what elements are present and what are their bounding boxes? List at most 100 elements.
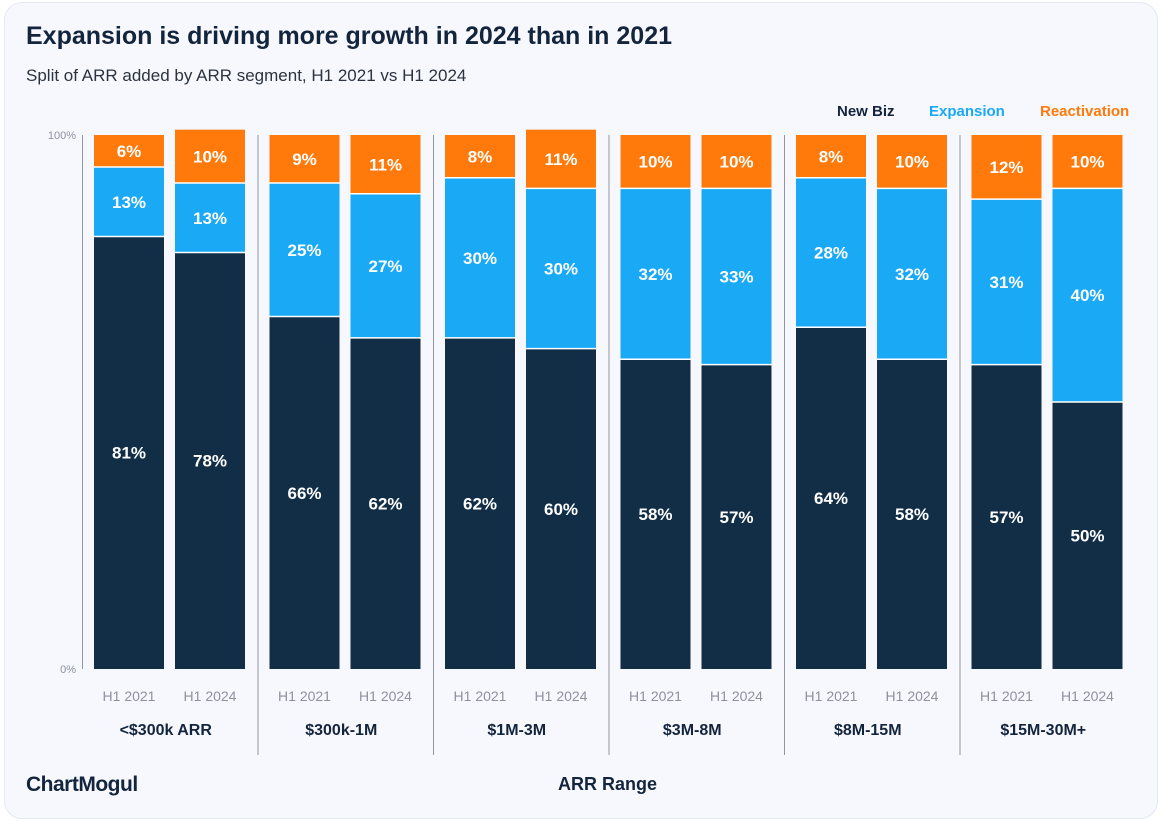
bar-period-label: H1 2024 [535,688,588,704]
data-label: 32% [895,265,929,284]
bar-segment-expansion [971,199,1042,365]
data-label: 50% [1070,527,1104,546]
bar-segment-expansion [94,167,164,237]
bar-segment-expansion [701,188,772,365]
bar-period-label: H1 2021 [980,688,1033,704]
data-label: 10% [895,153,929,172]
bar-period-label: H1 2021 [629,688,682,704]
bar-segment-reactivation [971,135,1042,200]
data-label: 78% [193,452,227,471]
data-label: 10% [1070,153,1104,172]
data-label: 57% [719,508,753,527]
bar-period-label: H1 2024 [710,688,763,704]
data-label: 27% [368,257,402,276]
y-tick-label: 0% [60,664,76,676]
data-label: 60% [544,500,578,519]
data-label: 62% [368,494,402,513]
data-label: 25% [287,241,321,260]
bar-period-label: H1 2024 [886,688,939,704]
bar-segment-expansion [350,193,421,338]
bar-segment-expansion [445,177,515,338]
group-label: <$300k ARR [120,722,213,739]
data-label: 64% [814,489,848,508]
chartmogul-logo: ChartMogul [26,773,138,796]
bar-segment-expansion [1052,188,1123,402]
data-label: 28% [814,243,848,262]
group-label: $1M-3M [487,722,546,739]
chart-subtitle: Split of ARR added by ARR segment, H1 20… [26,66,467,85]
bar-segment-new-biz [701,364,772,669]
chart-title: Expansion is driving more growth in 2024… [26,22,672,50]
bar-segment-expansion [175,183,245,253]
data-label: 8% [819,147,844,166]
data-label: 58% [895,505,929,524]
data-label: 10% [638,153,672,172]
bar-segment-reactivation [350,135,421,194]
data-label: 11% [369,155,402,174]
bar-segment-reactivation [620,135,691,189]
bar-segment-new-biz [350,337,421,669]
bar-period-label: H1 2021 [278,688,331,704]
data-label: 13% [193,209,227,228]
bar-segment-expansion [796,177,866,328]
bar-segment-reactivation [1052,135,1123,189]
data-label: 57% [989,508,1023,527]
data-label: 30% [463,249,497,268]
data-label: 10% [193,147,227,166]
bar-segment-new-biz [175,252,245,670]
data-label: 33% [719,268,753,287]
data-label: 81% [112,444,146,463]
data-label: 58% [638,505,672,524]
data-label: 66% [287,484,321,503]
data-label: 6% [117,142,142,161]
data-label: 11% [544,150,577,169]
data-label: 13% [112,193,146,212]
bar-period-label: H1 2021 [103,688,156,704]
group-label: $15M-30M+ [1000,722,1086,739]
data-label: 12% [989,158,1023,177]
data-label: 8% [468,147,493,166]
x-axis-title: ARR Range [558,774,658,794]
bar-segment-expansion [269,183,340,317]
data-label: 10% [719,153,753,172]
bar-segment-new-biz [971,364,1042,669]
bar-segment-new-biz [94,236,164,669]
bar-period-label: H1 2021 [805,688,858,704]
bar-segment-new-biz [620,359,691,669]
bar-segment-reactivation [94,135,164,168]
bar-segment-reactivation [701,135,772,189]
bar-segment-new-biz [445,337,515,669]
bar-segment-expansion [526,188,596,349]
bar-segment-new-biz [269,316,340,669]
data-label: 62% [463,494,497,513]
y-tick-label: 100% [48,130,76,142]
bar-period-label: H1 2024 [1061,688,1114,704]
bar-segment-expansion [877,188,947,360]
bar-segment-reactivation [877,135,947,189]
bar-segment-reactivation [269,135,340,184]
data-label: 40% [1070,286,1104,305]
group-label: $8M-15M [834,722,902,739]
bar-period-label: H1 2021 [454,688,507,704]
group-label: $300k-1M [305,722,377,739]
legend-expansion: Expansion [929,103,1005,120]
bar-segment-new-biz [877,359,947,669]
bar-period-label: H1 2024 [359,688,412,704]
bar-segment-reactivation [526,129,596,189]
bar-segment-new-biz [796,327,866,669]
bar-segment-new-biz [526,348,596,669]
bar-segment-expansion [620,188,691,360]
legend-new-biz: New Biz [837,103,895,120]
data-label: 32% [638,265,672,284]
data-label: 9% [292,150,317,169]
bar-segment-reactivation [796,135,866,178]
bar-period-label: H1 2024 [184,688,237,704]
data-label: 31% [989,273,1023,292]
legend-reactivation: Reactivation [1040,103,1130,120]
group-label: $3M-8M [663,722,722,739]
bar-segment-new-biz [1052,402,1123,669]
data-label: 30% [544,260,578,279]
bar-segment-reactivation [175,129,245,184]
bar-segment-reactivation [445,135,515,178]
